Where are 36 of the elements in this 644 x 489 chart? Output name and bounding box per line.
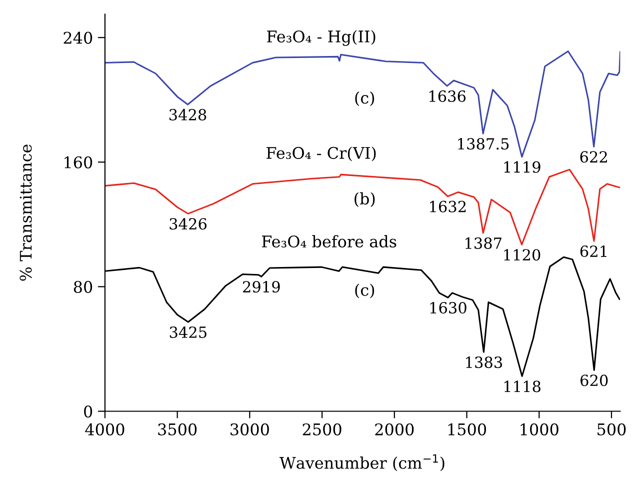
x-tick-label: 1500 <box>448 423 486 436</box>
annotation: 620 <box>580 374 608 386</box>
y-tick-label: 0 <box>84 405 92 418</box>
annotation: (b) <box>354 192 375 207</box>
annotation: Fe₃O₄ - Hg(II) <box>267 30 376 46</box>
annotation: 1120 <box>504 249 540 261</box>
x-tick-label: 3000 <box>230 423 269 436</box>
x-tick-label: 2000 <box>375 423 414 436</box>
x-tick-label: 4000 <box>85 423 124 436</box>
annotation: 622 <box>580 151 607 163</box>
annotation: 2919 <box>243 280 280 293</box>
annotation: 3426 <box>170 218 207 230</box>
x-tick-label: 3500 <box>158 423 197 436</box>
annotation: 1632 <box>430 200 466 212</box>
annotation: 3428 <box>169 108 206 120</box>
annotation: Fe₃O₄ before ads <box>262 235 396 248</box>
y-tick-label: 160 <box>64 156 92 168</box>
y-tick-label: 240 <box>64 32 92 44</box>
annotation: 1630 <box>430 302 466 314</box>
annotation: 1387.5 <box>458 138 509 150</box>
x-tick-label: 2500 <box>302 423 342 436</box>
x-tick-label: 1000 <box>520 423 558 436</box>
annotation: 1636 <box>430 90 466 102</box>
annotation: 1383 <box>466 356 502 368</box>
annotation: Fe₃O₄ - Cr(VI) <box>266 146 376 162</box>
y-axis-title: % Transmittance <box>20 144 32 281</box>
annotation: 1118 <box>504 380 540 392</box>
annotation: 1119 <box>504 161 540 173</box>
x-tick-label: 500 <box>598 423 626 436</box>
annotation: 3425 <box>170 326 206 338</box>
x-axis-title: Wavenumber (cm$^{−1}$) <box>280 454 444 472</box>
annotation: 621 <box>580 245 606 258</box>
annotation: (c) <box>355 91 374 106</box>
y-tick-label: 80 <box>74 280 92 293</box>
annotation: (c) <box>355 284 374 298</box>
annotation: 1387 <box>466 237 502 249</box>
